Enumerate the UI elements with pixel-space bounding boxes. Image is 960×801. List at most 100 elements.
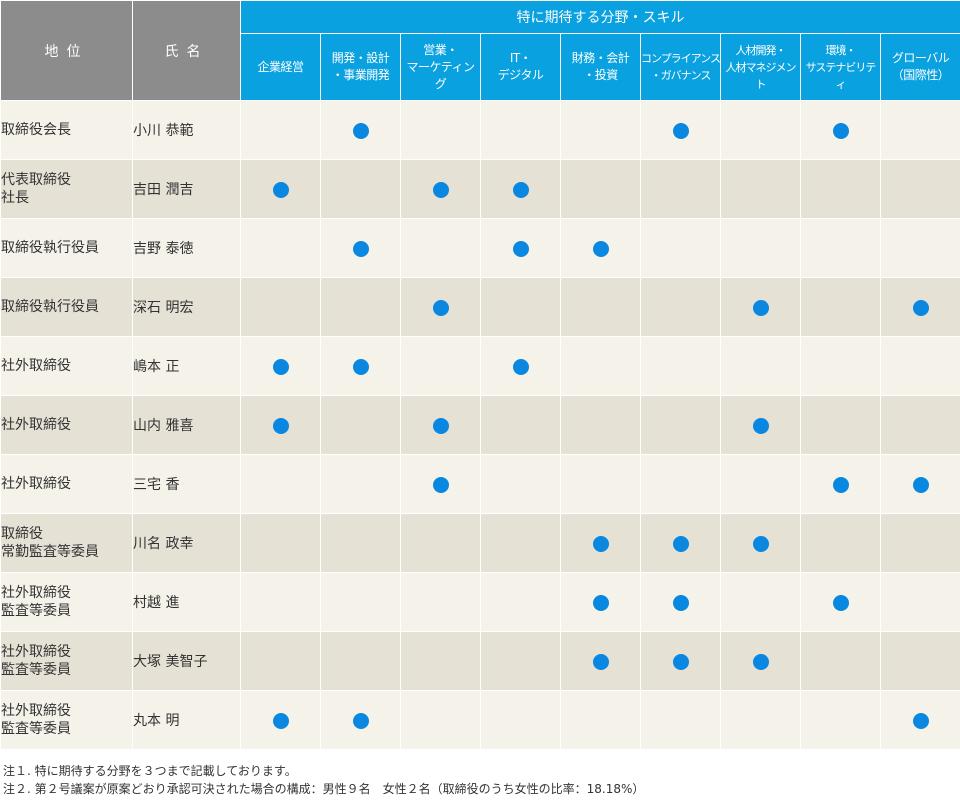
skill-cell (879, 100, 960, 160)
skill-cell (400, 218, 481, 278)
skill-cell (720, 690, 801, 750)
skill-dot-icon (912, 713, 929, 729)
skill-cell (720, 218, 801, 278)
director-position: 社外取締役 (0, 336, 133, 396)
director-row: 代表取締役 社長 吉田 潤吉 (0, 159, 960, 219)
skill-cell (720, 631, 801, 691)
director-position: 取締役執行役員 (0, 218, 133, 278)
skill-cell (400, 159, 481, 219)
skill-cell (800, 100, 881, 160)
skill-header-it-digital: IT・ デジタル (480, 33, 561, 101)
skill-cell (640, 100, 721, 160)
skill-cell (640, 277, 721, 337)
skill-header-sales-marketing: 営業・ マーケティング (400, 33, 481, 101)
skill-cell (320, 336, 401, 396)
skill-cell (800, 277, 881, 337)
skill-cell (720, 454, 801, 514)
skill-dot-icon (752, 418, 769, 434)
skill-cell (879, 277, 960, 337)
skill-cell (240, 513, 321, 573)
director-position: 社外取締役 (0, 454, 133, 514)
skill-cell (800, 395, 881, 455)
director-position: 代表取締役 社長 (0, 159, 133, 219)
skill-cell (240, 631, 321, 691)
skill-cell (720, 395, 801, 455)
skill-cell (640, 572, 721, 632)
director-row: 取締役執行役員 深石 明宏 (0, 277, 960, 337)
skill-cell (879, 690, 960, 750)
skill-cell (240, 690, 321, 750)
skill-header-compliance: コンプライアンス ・ガバナンス (640, 33, 721, 101)
director-position: 取締役執行役員 (0, 277, 133, 337)
footnote-1: 注１. 特に期待する分野を３つまで記載しております。 (3, 764, 297, 778)
skill-dot-icon (592, 536, 609, 552)
skill-dot-icon (672, 536, 689, 552)
skill-dot-icon (512, 241, 529, 257)
skill-cell (400, 454, 481, 514)
skill-cell (640, 159, 721, 219)
skill-cell (720, 572, 801, 632)
skill-cell (480, 395, 561, 455)
name-column-header: 氏名 (132, 0, 241, 101)
director-name: 嶋本 正 (132, 336, 241, 396)
skill-dot-icon (832, 123, 849, 139)
skill-cell (480, 513, 561, 573)
skill-cell (560, 454, 641, 514)
skill-dot-icon (752, 654, 769, 670)
skill-cell (480, 277, 561, 337)
footnote-2: 注２. 第２号議案が原案どおり承認可決された場合の構成：男性９名 女性２名（取締… (3, 782, 645, 796)
skill-cell (480, 100, 561, 160)
skill-cell (320, 100, 401, 160)
director-row: 社外取締役 監査等委員 大塚 美智子 (0, 631, 960, 691)
skill-dot-icon (432, 477, 449, 493)
director-position: 社外取締役 (0, 395, 133, 455)
director-row: 取締役会長 小川 恭範 (0, 100, 960, 160)
skill-dot-icon (352, 359, 369, 375)
skill-cell (560, 100, 641, 160)
director-row: 社外取締役 山内 雅喜 (0, 395, 960, 455)
director-name: 川名 政幸 (132, 513, 241, 573)
director-name: 深石 明宏 (132, 277, 241, 337)
skill-dot-icon (832, 595, 849, 611)
skill-cell (480, 454, 561, 514)
skill-cell (240, 572, 321, 632)
skill-cell (879, 513, 960, 573)
skill-cell (879, 159, 960, 219)
skill-cell (240, 454, 321, 514)
skill-dot-icon (592, 654, 609, 670)
skill-cell (800, 218, 881, 278)
skill-dot-icon (352, 123, 369, 139)
skill-dot-icon (352, 713, 369, 729)
director-name: 大塚 美智子 (132, 631, 241, 691)
skill-cell (480, 218, 561, 278)
director-name: 小川 恭範 (132, 100, 241, 160)
skill-cell (320, 218, 401, 278)
footnotes: 注１. 特に期待する分野を３つまで記載しております。 注２. 第２号議案が原案ど… (3, 762, 644, 798)
skill-matrix-body: 取締役会長 小川 恭範 代表取締役 社長 吉田 潤吉 取締役執行役員 吉野 泰徳 取締役執行… (0, 100, 960, 750)
skill-cell (560, 336, 641, 396)
skill-cell (640, 218, 721, 278)
skill-cell (560, 572, 641, 632)
skill-cell (800, 336, 881, 396)
skill-cell (800, 159, 881, 219)
skill-dot-icon (432, 418, 449, 434)
skill-dot-icon (752, 300, 769, 316)
skill-cell (800, 513, 881, 573)
director-row: 社外取締役 監査等委員 丸本 明 (0, 690, 960, 750)
skill-cell (800, 690, 881, 750)
skill-header-development: 開発・設計 ・事業開発 (320, 33, 401, 101)
director-position: 取締役 常勤監査等委員 (0, 513, 133, 573)
skill-cell (800, 572, 881, 632)
skill-cell (640, 631, 721, 691)
skill-cell (879, 336, 960, 396)
skill-dot-icon (672, 654, 689, 670)
director-row: 社外取締役 三宅 香 (0, 454, 960, 514)
skill-cell (240, 100, 321, 160)
skill-cell (240, 395, 321, 455)
skill-cell (720, 100, 801, 160)
skill-cell (560, 159, 641, 219)
skill-cell (800, 631, 881, 691)
skill-cell (320, 454, 401, 514)
skill-cell (320, 513, 401, 573)
